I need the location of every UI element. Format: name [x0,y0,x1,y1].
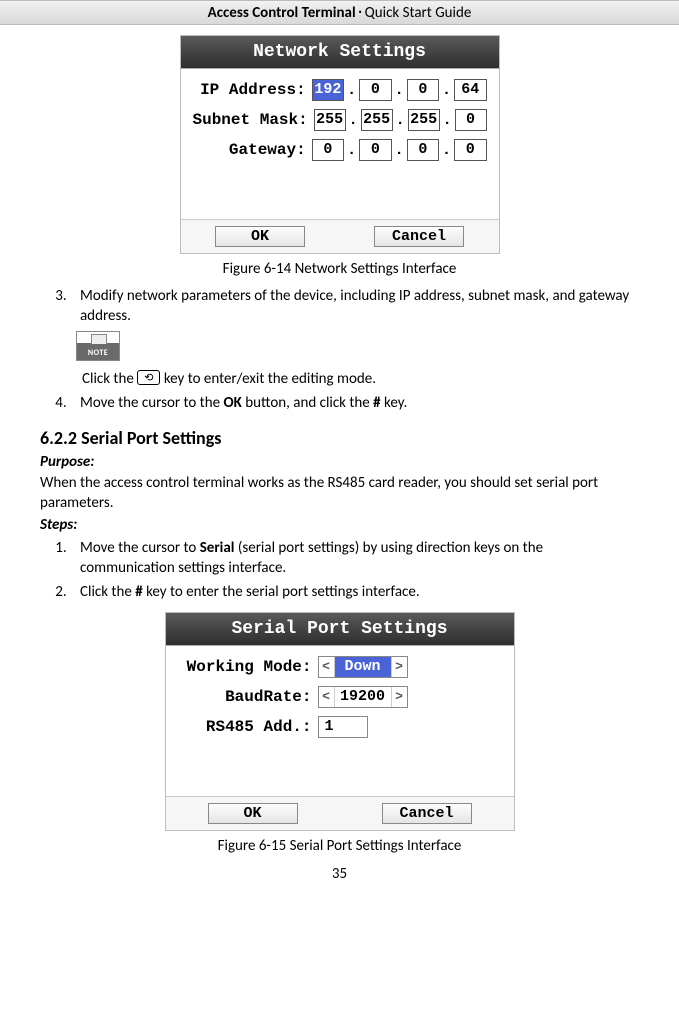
rs485-address-input[interactable]: 1 [318,716,368,738]
network-settings-dialog: Network Settings IP Address: 192. 0. 0. … [180,35,500,254]
row-subnet-mask: Subnet Mask: 255. 255. 255. 0 [193,109,487,131]
dialog-footer: OK Cancel [181,219,499,253]
step-3: Modify network parameters of the device,… [70,286,639,389]
label-rs485-address: RS485 Add.: [178,718,318,736]
row-gateway: Gateway: 0. 0. 0. 0 [193,139,487,161]
label-ip-address: IP Address: [193,81,312,99]
steps-label: Steps: [40,516,639,534]
baudrate-selector[interactable]: < 19200 > [318,686,408,708]
dialog-title: Serial Port Settings [166,613,514,646]
working-mode-selector[interactable]: < Down > [318,656,408,678]
section-heading: 6.2.2 Serial Port Settings [40,427,639,449]
subnet-octet-1[interactable]: 255 [314,109,346,131]
figure-6-15-caption: Figure 6-15 Serial Port Settings Interfa… [40,837,639,855]
chevron-right-icon[interactable]: > [391,657,407,677]
header-title-rest: Quick Start Guide [365,4,472,22]
steps-list-1: Modify network parameters of the device,… [40,286,639,413]
cancel-button[interactable]: Cancel [382,803,472,824]
header-separator: · [356,3,365,21]
section-number: 6.2.2 [40,427,77,449]
step-4: Move the cursor to the OK button, and cl… [70,393,639,413]
document-header: Access Control Terminal·Quick Start Guid… [0,0,679,25]
chevron-left-icon[interactable]: < [319,657,335,677]
subnet-octet-4[interactable]: 0 [455,109,487,131]
gw-octet-2[interactable]: 0 [359,139,391,161]
gw-octet-1[interactable]: 0 [312,139,344,161]
purpose-label: Purpose: [40,453,639,471]
steps-list-2: Move the cursor to Serial (serial port s… [40,538,639,603]
chevron-left-icon[interactable]: < [319,687,335,707]
ok-button[interactable]: OK [215,226,305,247]
ip-octet-4[interactable]: 64 [454,79,486,101]
row-working-mode: Working Mode: < Down > [178,656,502,678]
dialog-body: Working Mode: < Down > BaudRate: < 19200… [166,646,514,796]
row-ip-address: IP Address: 192. 0. 0. 64 [193,79,487,101]
working-mode-value: Down [335,657,391,677]
edit-key-icon: ⟲ [137,370,160,385]
label-gateway: Gateway: [193,141,312,159]
dialog-footer: OK Cancel [166,796,514,830]
baudrate-value: 19200 [335,687,391,707]
label-subnet-mask: Subnet Mask: [193,111,314,129]
label-baudrate: BaudRate: [178,688,318,706]
ip-octet-1[interactable]: 192 [312,79,344,101]
figure-6-14-caption: Figure 6-14 Network Settings Interface [40,260,639,278]
page-number: 35 [40,865,639,883]
gw-octet-4[interactable]: 0 [454,139,486,161]
purpose-text: When the access control terminal works a… [40,473,639,514]
cancel-button[interactable]: Cancel [374,226,464,247]
note-icon [76,331,120,361]
serial-port-settings-dialog: Serial Port Settings Working Mode: < Dow… [165,612,515,831]
subnet-octet-3[interactable]: 255 [408,109,440,131]
row-rs485-address: RS485 Add.: 1 [178,716,502,738]
header-title-bold: Access Control Terminal [208,4,356,22]
ip-octet-3[interactable]: 0 [407,79,439,101]
section-title: Serial Port Settings [81,427,221,449]
gw-octet-3[interactable]: 0 [407,139,439,161]
serial-step-1: Move the cursor to Serial (serial port s… [70,538,639,579]
dialog-body: IP Address: 192. 0. 0. 64 Subnet Mask: 2… [181,69,499,219]
ip-octet-2[interactable]: 0 [359,79,391,101]
serial-step-2: Click the # key to enter the serial port… [70,582,639,602]
chevron-right-icon[interactable]: > [391,687,407,707]
ok-button[interactable]: OK [208,803,298,824]
dialog-title: Network Settings [181,36,499,69]
subnet-octet-2[interactable]: 255 [361,109,393,131]
row-baudrate: BaudRate: < 19200 > [178,686,502,708]
label-working-mode: Working Mode: [178,658,318,676]
note-text: Click the ⟲ key to enter/exit the editin… [82,369,639,389]
